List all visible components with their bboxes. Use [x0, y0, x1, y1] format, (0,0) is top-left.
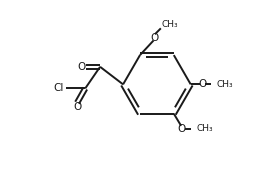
Text: O: O [73, 102, 81, 112]
Text: CH₃: CH₃ [162, 20, 178, 29]
Text: O: O [178, 124, 186, 134]
Text: CH₃: CH₃ [217, 80, 234, 89]
Text: O: O [198, 79, 206, 89]
Text: Cl: Cl [53, 83, 63, 93]
Text: O: O [77, 62, 85, 72]
Text: O: O [151, 33, 159, 43]
Text: CH₃: CH₃ [197, 124, 213, 133]
